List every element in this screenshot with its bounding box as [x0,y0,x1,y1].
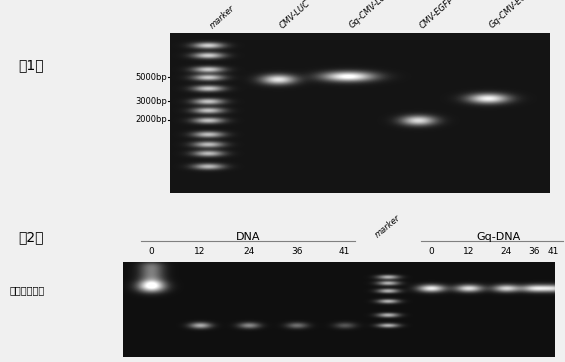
Text: 12: 12 [194,247,206,256]
Text: CMV-LUC: CMV-LUC [278,0,312,30]
Text: （1）: （1） [18,58,44,72]
Text: 41: 41 [547,247,559,256]
Text: 0: 0 [148,247,154,256]
Text: DNA: DNA [236,232,260,242]
Text: 36: 36 [529,247,540,256]
Text: 0: 0 [428,247,434,256]
Text: 3000bp: 3000bp [135,97,167,105]
Text: 24: 24 [243,247,254,256]
Text: 5000bp: 5000bp [135,72,167,81]
Text: Gq-DNA: Gq-DNA [476,232,521,242]
Text: 12: 12 [463,247,474,256]
Text: 24: 24 [501,247,512,256]
Text: Gq-CMV-EGFP: Gq-CMV-EGFP [488,0,537,30]
Text: 时间（小时）: 时间（小时） [10,285,45,295]
Text: marker: marker [373,214,402,240]
Text: Gq-CMV-LUC: Gq-CMV-LUC [348,0,393,30]
Text: 36: 36 [291,247,302,256]
Text: （2）: （2） [18,230,44,244]
Text: marker: marker [208,3,237,30]
Text: 2000bp: 2000bp [135,115,167,125]
Text: 41: 41 [339,247,350,256]
Text: CMV-EGFP: CMV-EGFP [418,0,456,30]
